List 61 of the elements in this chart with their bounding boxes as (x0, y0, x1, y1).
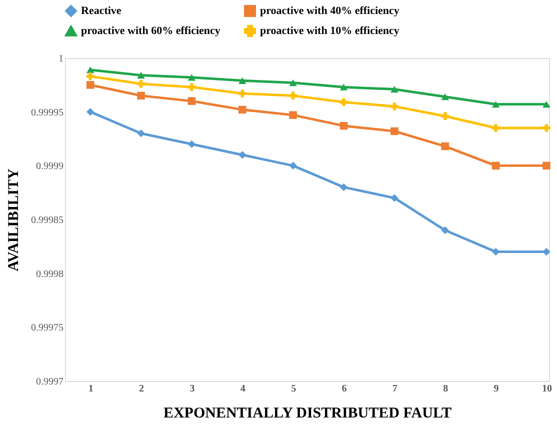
point (86, 108, 94, 116)
point (390, 127, 398, 136)
point (188, 74, 196, 81)
legend-label: proactive with 10% efficiency (260, 25, 400, 37)
point (137, 92, 145, 100)
point (340, 122, 348, 130)
point (238, 106, 246, 114)
point (137, 72, 145, 79)
point (441, 226, 449, 234)
point (390, 102, 398, 110)
point (137, 80, 145, 88)
y-tick-label: 1 (58, 54, 64, 64)
x-tick-label: 1 (88, 384, 94, 394)
point (441, 93, 449, 100)
point (492, 162, 500, 170)
point (441, 142, 449, 150)
point (137, 129, 145, 138)
point (289, 79, 297, 86)
point (86, 81, 94, 89)
point (390, 86, 398, 93)
legend-label: proactive with 40% efficiency (260, 5, 400, 17)
point (542, 248, 550, 256)
x-tick-label: 10 (542, 384, 552, 394)
point (289, 111, 297, 119)
x-tick-label: 7 (392, 384, 398, 394)
legend-label: proactive with 60% efficiency (81, 25, 221, 37)
point (289, 92, 297, 100)
x-tick-label: 2 (139, 384, 144, 394)
y-tick-label: 0.99985 (31, 215, 64, 226)
point (492, 100, 500, 108)
x-axis-title: EXPONENTIALLY DISTRIBUTED FAULT (163, 406, 452, 422)
x-tick-label: 8 (443, 384, 448, 394)
point (289, 162, 297, 170)
point (188, 83, 196, 91)
point (238, 151, 246, 159)
x-tick-label: 9 (494, 384, 499, 394)
x-tick-label: 4 (240, 384, 246, 394)
point (86, 72, 94, 80)
point (340, 98, 348, 106)
point (542, 100, 550, 108)
y-tick-label: 0.99975 (31, 322, 64, 334)
y-tick-label: 0.9998 (36, 268, 64, 280)
y-tick-label: 0.9999 (36, 161, 64, 172)
point (492, 124, 500, 132)
point (238, 90, 246, 98)
point (340, 84, 348, 90)
point (188, 140, 196, 148)
y-tick-label: 0.9997 (36, 376, 64, 388)
point (188, 97, 196, 105)
y-axis-title: AVAILIBILITY (6, 168, 22, 272)
point (238, 77, 246, 84)
point (390, 194, 398, 202)
point (542, 124, 550, 132)
x-tick-label: 5 (291, 384, 296, 394)
x-tick-label: 3 (190, 384, 195, 394)
legend-label: Reactive (81, 5, 122, 17)
point (542, 162, 550, 170)
y-tick-label: 0.99995 (31, 107, 64, 118)
point (441, 112, 449, 120)
x-tick-label: 6 (342, 384, 347, 394)
point (340, 183, 348, 192)
